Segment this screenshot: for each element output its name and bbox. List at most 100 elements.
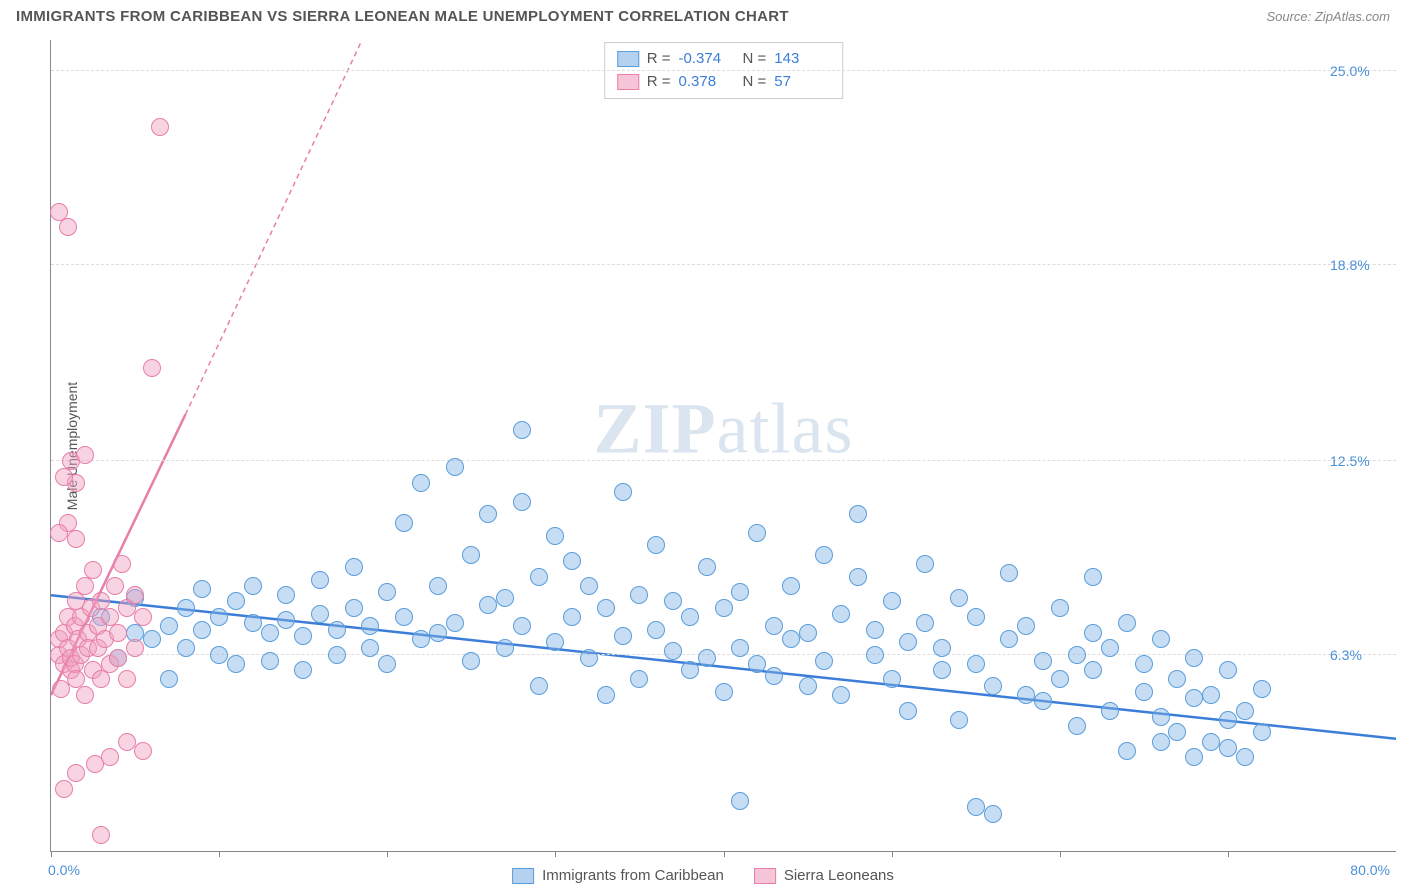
data-point [395,608,413,626]
data-point [1152,708,1170,726]
series-legend: Immigrants from Caribbean Sierra Leonean… [512,867,894,884]
watermark: ZIPatlas [594,388,854,471]
data-point [1034,652,1052,670]
data-point [328,621,346,639]
n-label: N = [743,71,767,94]
data-point [1202,686,1220,704]
data-point [177,599,195,617]
data-point [496,639,514,657]
data-point [815,546,833,564]
data-point [597,599,615,617]
data-point [277,586,295,604]
x-max-label: 80.0% [1350,862,1390,878]
data-point [277,611,295,629]
data-point [630,586,648,604]
data-point [748,655,766,673]
data-point [143,359,161,377]
data-point [462,652,480,670]
data-point [950,711,968,729]
data-point [50,203,68,221]
data-point [513,493,531,511]
data-point [782,577,800,595]
data-point [412,630,430,648]
data-point [748,524,766,542]
data-point [1068,646,1086,664]
data-point [1185,689,1203,707]
data-point [899,702,917,720]
data-point [664,592,682,610]
data-point [109,624,127,642]
data-point [866,621,884,639]
data-point [446,614,464,632]
data-point [883,670,901,688]
data-point [1101,702,1119,720]
data-point [799,677,817,695]
data-point [496,589,514,607]
n-value-blue: 143 [774,48,830,71]
data-point [614,483,632,501]
source-attribution: Source: ZipAtlas.com [1266,9,1390,24]
data-point [311,571,329,589]
data-point [1168,723,1186,741]
legend-item-caribbean: Immigrants from Caribbean [512,867,724,884]
data-point [479,596,497,614]
data-point [967,798,985,816]
data-point [731,583,749,601]
data-point [101,748,119,766]
grid-line [51,70,1396,71]
data-point [378,655,396,673]
data-point [916,614,934,632]
data-point [984,677,1002,695]
data-point [731,792,749,810]
data-point [849,505,867,523]
chart-title: IMMIGRANTS FROM CARIBBEAN VS SIERRA LEON… [16,8,789,25]
grid-line [51,264,1396,265]
data-point [1051,670,1069,688]
data-point [1101,639,1119,657]
data-point [664,642,682,660]
data-point [160,670,178,688]
data-point [580,577,598,595]
y-tick-label: 12.5% [1330,453,1390,469]
data-point [883,592,901,610]
r-value-pink: 0.378 [679,71,735,94]
x-tick [1228,851,1229,857]
data-point [479,505,497,523]
data-point [984,805,1002,823]
data-point [193,621,211,639]
data-point [815,652,833,670]
data-point [933,639,951,657]
data-point [681,661,699,679]
r-label: R = [647,71,671,94]
data-point [1219,739,1237,757]
r-value-blue: -0.374 [679,48,735,71]
data-point [1017,617,1035,635]
data-point [118,733,136,751]
data-point [412,474,430,492]
data-point [395,514,413,532]
data-point [1253,680,1271,698]
data-point [866,646,884,664]
data-point [55,468,73,486]
data-point [563,608,581,626]
data-point [698,649,716,667]
data-point [84,561,102,579]
data-point [1084,624,1102,642]
data-point [118,670,136,688]
data-point [1135,655,1153,673]
data-point [916,555,934,573]
legend-label: Immigrants from Caribbean [542,867,724,884]
data-point [345,558,363,576]
data-point [261,624,279,642]
data-point [143,630,161,648]
trend-lines [51,40,1396,851]
swatch-pink-icon [617,74,639,90]
data-point [227,592,245,610]
data-point [67,764,85,782]
data-point [227,655,245,673]
data-point [294,661,312,679]
x-min-label: 0.0% [48,862,80,878]
data-point [546,527,564,545]
data-point [1068,717,1086,735]
data-point [429,577,447,595]
